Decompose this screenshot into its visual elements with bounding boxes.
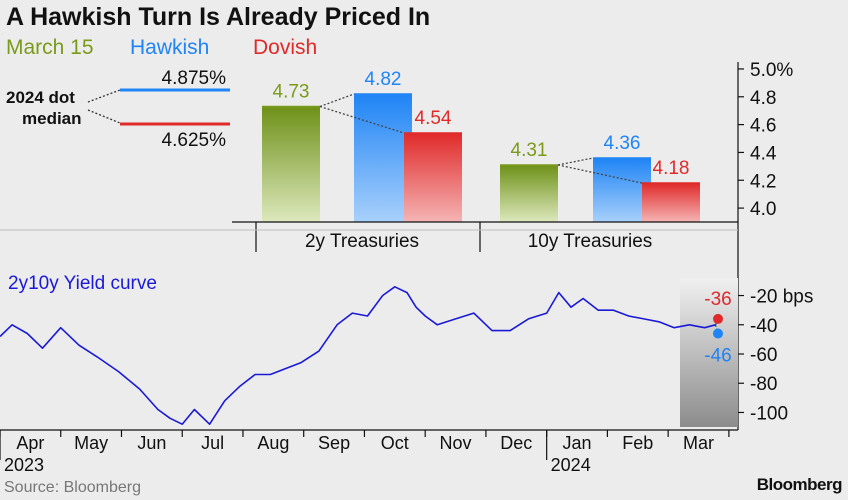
line-series <box>0 286 716 425</box>
legend-march-15: March 15 <box>6 36 94 59</box>
source-note: Source: Bloomberg <box>4 479 141 496</box>
line-y-tick-label: -60 <box>750 345 777 366</box>
dot-median-annotation: 2024 dot median 4.875% 4.625% <box>6 68 230 151</box>
dovish-connector <box>319 105 405 134</box>
hawkish-scenario-point <box>713 328 723 339</box>
x-month-label: Apr <box>16 433 44 453</box>
x-month-label: Oct <box>381 433 409 453</box>
line-y-tick-label: -20 bps <box>750 287 813 308</box>
category-label: 2y Treasuries <box>305 231 419 252</box>
x-month-label: Nov <box>440 433 472 453</box>
hawkish-connector <box>319 93 355 108</box>
bar-y-tick-label: 5.0% <box>750 60 793 81</box>
bar-y-tick-label: 4.6 <box>750 116 776 137</box>
hawkish-scenario-label: -46 <box>704 346 731 367</box>
category-label: 10y Treasuries <box>528 231 653 252</box>
bar-value-label: 4.31 <box>511 140 548 161</box>
bar-march-15 <box>262 106 320 222</box>
bloomberg-logo: Bloomberg <box>757 475 842 494</box>
bar-value-labels: 4.73 4.82 4.54 4.31 4.36 4.18 <box>273 69 690 179</box>
line-x-axis: Apr May Jun Jul Aug Sep Oct Nov Dec Jan Feb Mar 2023… <box>0 429 738 475</box>
bar-value-label: 4.36 <box>604 133 641 154</box>
dovish-scenario-label: -36 <box>704 289 731 310</box>
bar-y-axis: 4.0 4.2 4.4 4.6 4.8 5.0% <box>737 60 793 430</box>
hawkish-connector <box>557 157 594 166</box>
dot-median-connector-hawkish <box>87 89 121 103</box>
line-y-axis: -20 bps -40 -60 -80 -100 <box>738 287 813 424</box>
bar-category-labels: 2y Treasuries 10y Treasuries <box>232 221 738 252</box>
x-month-label: Aug <box>257 433 289 453</box>
line-y-tick-label: -40 <box>750 316 777 337</box>
x-month-label: Jul <box>201 433 224 453</box>
line-chart-label: 2y10y Yield curve <box>8 273 157 294</box>
bar-value-label: 4.18 <box>653 158 690 179</box>
bar-marks <box>262 93 700 222</box>
x-month-label: Dec <box>500 433 532 453</box>
bar-connectors <box>319 93 643 184</box>
bar-march-15 <box>500 164 558 222</box>
legend-hawkish: Hawkish <box>130 36 209 59</box>
forecast-shaded-area <box>680 278 738 427</box>
bar-y-tick-label: 4.4 <box>750 143 777 164</box>
dot-median-connector-dovish <box>87 109 121 124</box>
x-month-label: May <box>74 433 108 453</box>
dovish-scenario-point <box>713 313 723 324</box>
x-month-label: Feb <box>622 433 653 453</box>
x-year-label: 2024 <box>551 455 591 475</box>
x-year-label: 2023 <box>4 455 44 475</box>
bar-value-label: 4.54 <box>415 108 452 129</box>
bar-value-label: 4.73 <box>273 82 310 103</box>
line-y-tick-label: -80 <box>750 374 777 395</box>
legend-dovish: Dovish <box>253 36 317 59</box>
bar-hawkish <box>593 158 651 222</box>
chart-title: A Hawkish Turn Is Already Priced In <box>6 3 430 31</box>
yield-curve-line <box>0 286 716 425</box>
dot-median-dovish-value: 4.625% <box>162 130 227 151</box>
bar-chart-panel: 4.0 4.2 4.4 4.6 4.8 5.0% 4.73 4.82 4.54 4.31 4.36… <box>6 60 793 430</box>
x-month-label: Jan <box>563 433 592 453</box>
bar-dovish <box>642 183 700 222</box>
x-month-label: Sep <box>318 433 350 453</box>
bar-value-label: 4.82 <box>365 69 402 90</box>
line-chart-panel: 2y10y Yield curve -20 bps -40 -60 -80 -100 -… <box>0 273 813 475</box>
bar-dovish <box>404 132 462 222</box>
dot-median-hawkish-value: 4.875% <box>162 68 227 89</box>
x-month-label: Jun <box>137 433 166 453</box>
dot-median-label-line1: 2024 dot <box>6 88 75 107</box>
bar-y-tick-label: 4.2 <box>750 171 776 192</box>
dot-median-label-line2: median <box>22 109 82 128</box>
x-month-label: Mar <box>683 433 714 453</box>
line-y-tick-label: -100 <box>750 403 788 424</box>
line-scenarios: -46 -36 <box>704 289 731 367</box>
bar-y-tick-label: 4.0 <box>750 199 776 220</box>
bar-hawkish <box>354 94 412 222</box>
bar-y-tick-label: 4.8 <box>750 88 776 109</box>
